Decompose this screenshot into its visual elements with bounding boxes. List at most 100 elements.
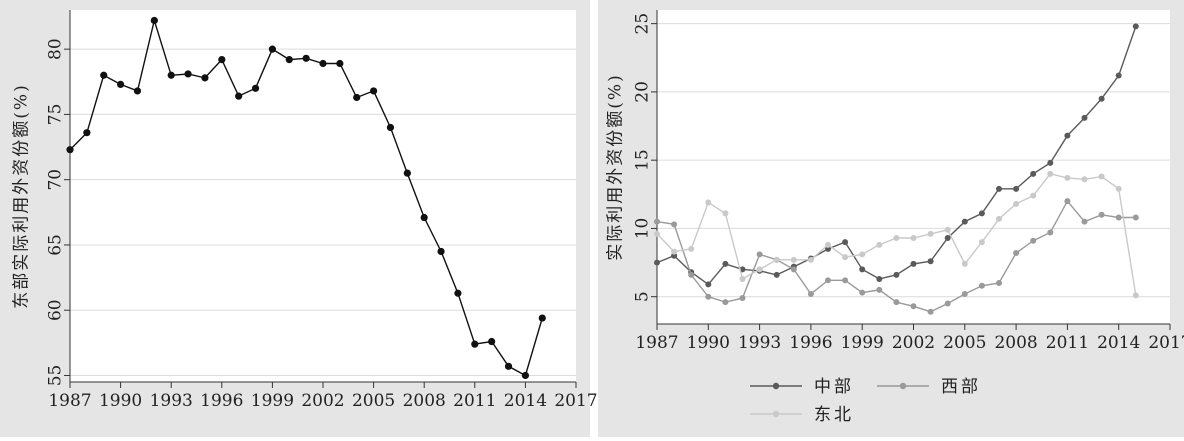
right-data-point (1098, 211, 1105, 218)
right-x-tick-label: 2008 (994, 333, 1037, 353)
right-data-point (1132, 23, 1139, 30)
right-x-tick-label: 2002 (892, 333, 935, 353)
right-x-tick-label: 2011 (1046, 333, 1089, 353)
right-data-point (1132, 292, 1139, 299)
right-y-tick-label: 5 (633, 291, 653, 302)
right-data-point (1098, 173, 1105, 180)
right-x-tick-label: 2005 (943, 333, 986, 353)
right-data-point (927, 258, 934, 265)
right-data-point (1013, 200, 1020, 207)
left-data-point (100, 71, 108, 79)
left-y-tick-label: 70 (46, 169, 66, 191)
left-x-tick-label: 1990 (99, 391, 142, 411)
right-data-point (807, 290, 814, 297)
right-data-point (978, 210, 985, 217)
right-data-point (996, 280, 1002, 287)
left-data-point (521, 371, 530, 380)
left-plot-area (70, 10, 576, 382)
right-data-point (773, 271, 780, 278)
left-data-point (538, 314, 546, 322)
right-data-point (842, 254, 849, 261)
left-data-point (235, 92, 243, 100)
right-data-point (688, 271, 695, 278)
right-data-point (1132, 214, 1139, 221)
right-data-point (1013, 185, 1020, 192)
right-data-point (1047, 159, 1054, 166)
right-data-point (1047, 229, 1054, 236)
right-data-point (842, 277, 849, 284)
right-data-point (961, 290, 968, 297)
right-data-point (842, 239, 849, 246)
right-data-point (893, 271, 900, 278)
left-data-point (66, 146, 74, 154)
right-data-point (927, 230, 934, 237)
left-data-point (386, 123, 395, 132)
right-data-point (654, 259, 660, 266)
right-x-tick-label: 1987 (635, 333, 678, 353)
right-x-tick-label: 1999 (841, 333, 884, 353)
left-data-point (420, 213, 428, 222)
left-data-point (353, 93, 361, 102)
right-data-point (688, 245, 695, 252)
right-data-point (756, 251, 763, 258)
left-data-point (201, 74, 209, 82)
right-data-point (654, 218, 660, 225)
right-data-point (1030, 170, 1037, 177)
right-x-tick-label: 1996 (789, 333, 832, 353)
right-data-point (1030, 237, 1037, 244)
left-data-point (319, 59, 327, 68)
left-data-point (83, 129, 91, 137)
left-x-tick-label: 2014 (504, 391, 547, 411)
right-x-tick-label: 1990 (687, 333, 730, 353)
left-y-tick-label: 55 (46, 365, 66, 387)
right-x-tick-label: 2017 (1148, 333, 1184, 353)
left-x-tick-label: 1996 (200, 391, 243, 411)
left-data-point (285, 56, 293, 64)
right-data-point (996, 185, 1002, 192)
left-data-point (184, 70, 192, 78)
right-data-point (722, 210, 729, 217)
left-data-point (504, 362, 513, 370)
left-data-point (167, 71, 175, 79)
legend-label: 东北 (814, 405, 854, 425)
left-data-point (218, 56, 226, 64)
right-data-point (790, 256, 797, 263)
right-data-point (1081, 218, 1088, 225)
right-y-tick-label: 15 (633, 149, 653, 171)
left-x-tick-label: 1999 (251, 391, 294, 411)
right-data-point (910, 260, 917, 267)
left-data-point (251, 84, 260, 92)
right-data-point (1064, 132, 1071, 139)
left-x-tick-label: 2017 (554, 391, 597, 411)
left-y-tick-label: 60 (46, 299, 66, 321)
left-x-tick-label: 2011 (453, 391, 496, 411)
right-data-point (944, 234, 951, 241)
left-data-point (302, 54, 310, 62)
right-x-tick-label: 1993 (738, 333, 781, 353)
legend-marker (772, 382, 780, 390)
right-data-point (996, 215, 1002, 222)
right-data-point (944, 226, 951, 233)
right-data-point (893, 234, 900, 241)
right-data-point (1081, 114, 1088, 121)
right-data-point (705, 293, 712, 300)
right-data-point (1081, 176, 1088, 183)
right-data-point (1115, 185, 1122, 192)
right-data-point (773, 256, 780, 263)
right-data-point (807, 256, 814, 263)
left-x-tick-label: 2002 (301, 391, 344, 411)
right-data-point (961, 218, 968, 225)
left-data-point (454, 289, 462, 297)
legend-marker (772, 410, 780, 418)
right-data-point (825, 241, 831, 248)
left-data-point (471, 340, 479, 348)
right-data-point (739, 295, 746, 302)
right-y-axis-label: 实际利用外资份额(%) (606, 73, 626, 260)
right-data-point (910, 234, 917, 241)
right-data-point (876, 241, 883, 248)
right-data-point (859, 251, 866, 258)
right-data-point (671, 248, 678, 255)
right-data-point (1098, 95, 1105, 102)
legend-label: 中部 (814, 377, 854, 397)
